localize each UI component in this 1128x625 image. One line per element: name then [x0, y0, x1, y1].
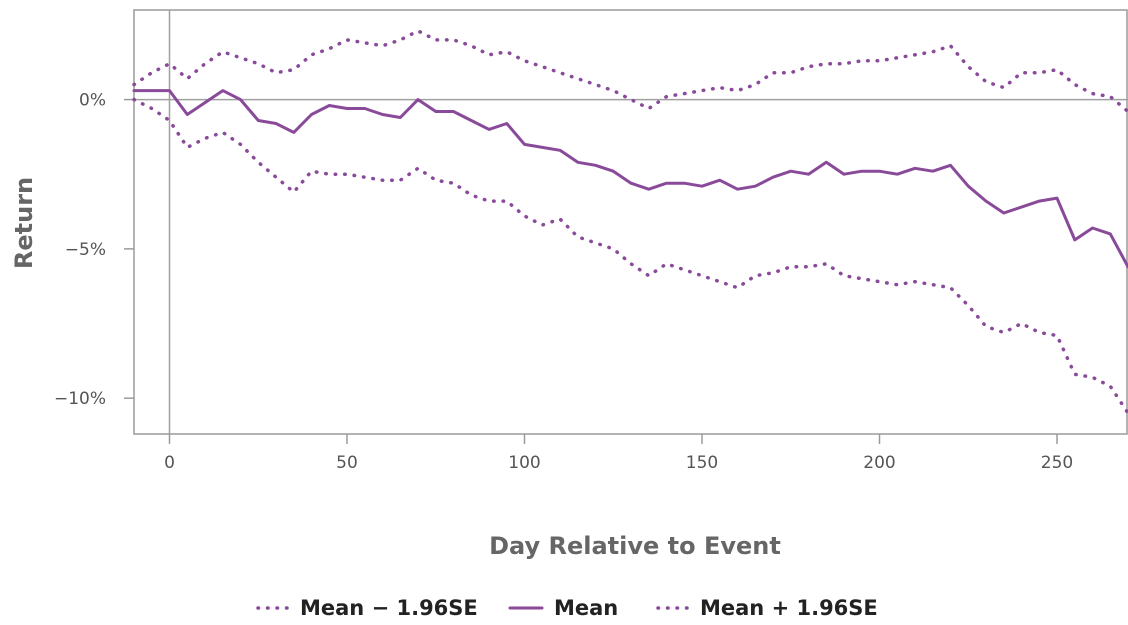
plot-frame — [133, 9, 1128, 435]
legend-label-0: Mean − 1.96SE — [300, 596, 478, 620]
series-line-1 — [132, 89, 1128, 269]
series-line-2 — [132, 29, 1128, 114]
x-tick-label: 50 — [336, 453, 358, 473]
legend-label-2: Mean + 1.96SE — [700, 596, 878, 620]
legend: Mean − 1.96SE Mean Mean + 1.96SE — [256, 596, 878, 620]
x-tick-label: 250 — [1041, 453, 1073, 473]
series-line-0 — [132, 97, 1128, 415]
y-tick-label: −5% — [65, 240, 106, 260]
y-tick-label: −10% — [54, 389, 106, 409]
x-tick-label: 200 — [863, 453, 895, 473]
y-tick-label: 0% — [79, 91, 106, 111]
x-axis-title: Day Relative to Event — [489, 532, 781, 560]
x-tick-label: 100 — [508, 453, 540, 473]
x-tick-label: 150 — [686, 453, 718, 473]
legend-label-1: Mean — [554, 596, 618, 620]
x-tick-label: 0 — [164, 453, 175, 473]
y-axis-title: Return — [10, 177, 38, 269]
